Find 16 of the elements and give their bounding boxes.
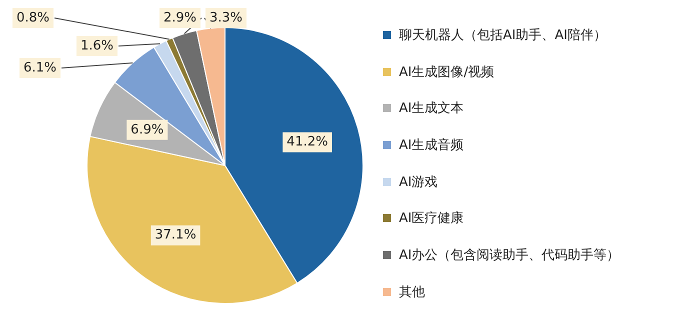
legend-label: AI医疗健康	[399, 210, 464, 228]
data-label: 37.1%	[154, 228, 196, 243]
legend-label: AI生成音频	[399, 137, 464, 154]
legend-label: 其他	[399, 284, 425, 301]
data-label: 41.2%	[286, 134, 328, 150]
legend-label: AI游戏	[399, 174, 438, 191]
legend-label: 聊天机器人（包括AI助手、AI陪伴）	[399, 27, 606, 44]
legend-label: AI办公（包含阅读助手、代码助手等）	[399, 247, 620, 264]
data-label: 6.9%	[130, 122, 164, 138]
data-label: 6.1%	[23, 60, 57, 76]
data-label: 2.9%	[163, 10, 197, 26]
data-label: 1.6%	[80, 38, 114, 54]
legend-label: AI生成图像/视频	[399, 64, 494, 81]
legend-label: AI生成文本	[399, 100, 464, 118]
data-label: 3.3%	[209, 10, 243, 26]
data-label: 0.8%	[16, 10, 50, 26]
